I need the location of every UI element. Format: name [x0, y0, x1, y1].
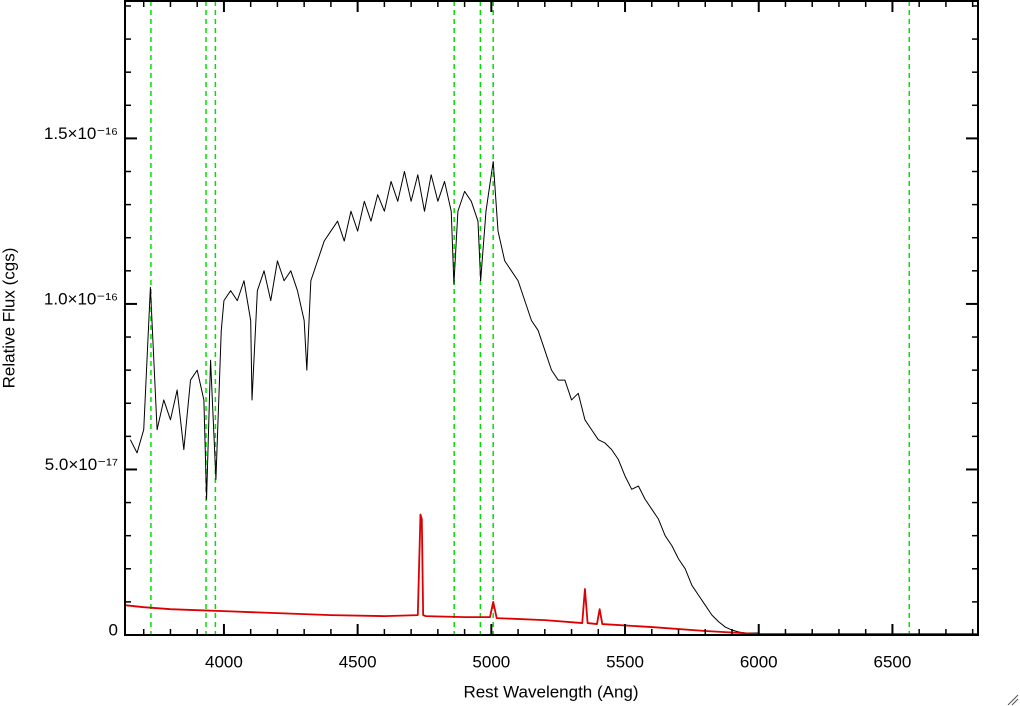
x-axis-label: Rest Wavelength (Ang) [463, 682, 638, 701]
x-tick-label: 5500 [606, 652, 644, 671]
y-tick-label: 1.0×10⁻¹⁶ [44, 289, 118, 308]
resize-grip [1007, 694, 1019, 706]
x-tick-label: 5000 [472, 652, 510, 671]
x-tick-label: 6000 [740, 652, 778, 671]
plot-frame [124, 0, 979, 636]
spectrum-line [124, 513, 978, 635]
y-tick-label: 5.0×10⁻¹⁷ [45, 455, 118, 474]
spectrum-line [129, 161, 759, 634]
x-tick-label: 4000 [205, 652, 243, 671]
x-tick-label: 4500 [339, 652, 377, 671]
y-tick-label: 0 [109, 620, 118, 639]
y-tick-label: 1.5×10⁻¹⁶ [44, 124, 118, 143]
y-axis-label: Relative Flux (cgs) [0, 248, 18, 389]
x-tick-label: 6500 [874, 652, 912, 671]
